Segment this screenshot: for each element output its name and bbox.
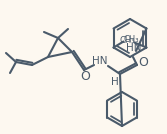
Text: HN: HN: [92, 56, 108, 66]
Text: H: H: [111, 77, 119, 87]
Text: HN: HN: [126, 43, 142, 53]
Text: CH₃: CH₃: [124, 35, 139, 44]
Text: CH₃: CH₃: [120, 36, 135, 45]
Text: O: O: [138, 55, 148, 68]
Text: O: O: [80, 70, 90, 83]
